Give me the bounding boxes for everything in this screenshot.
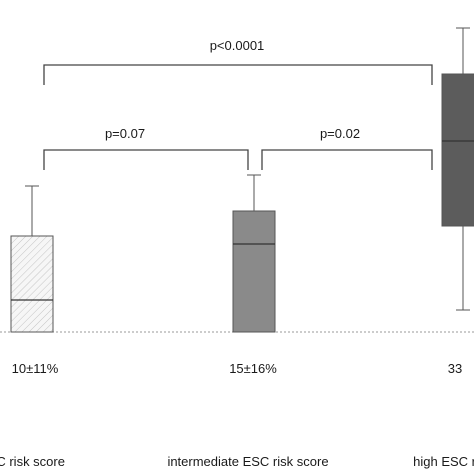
category-label-0: ESC risk score (0, 454, 65, 469)
significance-bracket-2 (43, 64, 433, 85)
stat-label-2: 33 (448, 361, 462, 376)
category-label-1: intermediate ESC risk score (167, 454, 328, 469)
significance-bracket-1 (261, 149, 433, 170)
box-1 (232, 210, 276, 333)
box-group (10, 27, 474, 333)
significance-brackets: p=0.07 p=0.02 p<0.0001 (43, 38, 433, 170)
category-label-2: high ESC ri (413, 454, 474, 469)
box-2 (441, 73, 474, 227)
significance-bracket-0 (43, 149, 249, 170)
p-value-label-0: p=0.07 (105, 126, 145, 141)
p-value-label-1: p=0.02 (320, 126, 360, 141)
box-0 (10, 235, 54, 333)
stat-label-0: 10±11% (12, 361, 59, 376)
group-labels: 10±11% ESC risk score 15±16% intermediate E… (0, 361, 474, 469)
stat-label-1: 15±16% (229, 361, 277, 376)
p-value-label-2: p<0.0001 (210, 38, 265, 53)
